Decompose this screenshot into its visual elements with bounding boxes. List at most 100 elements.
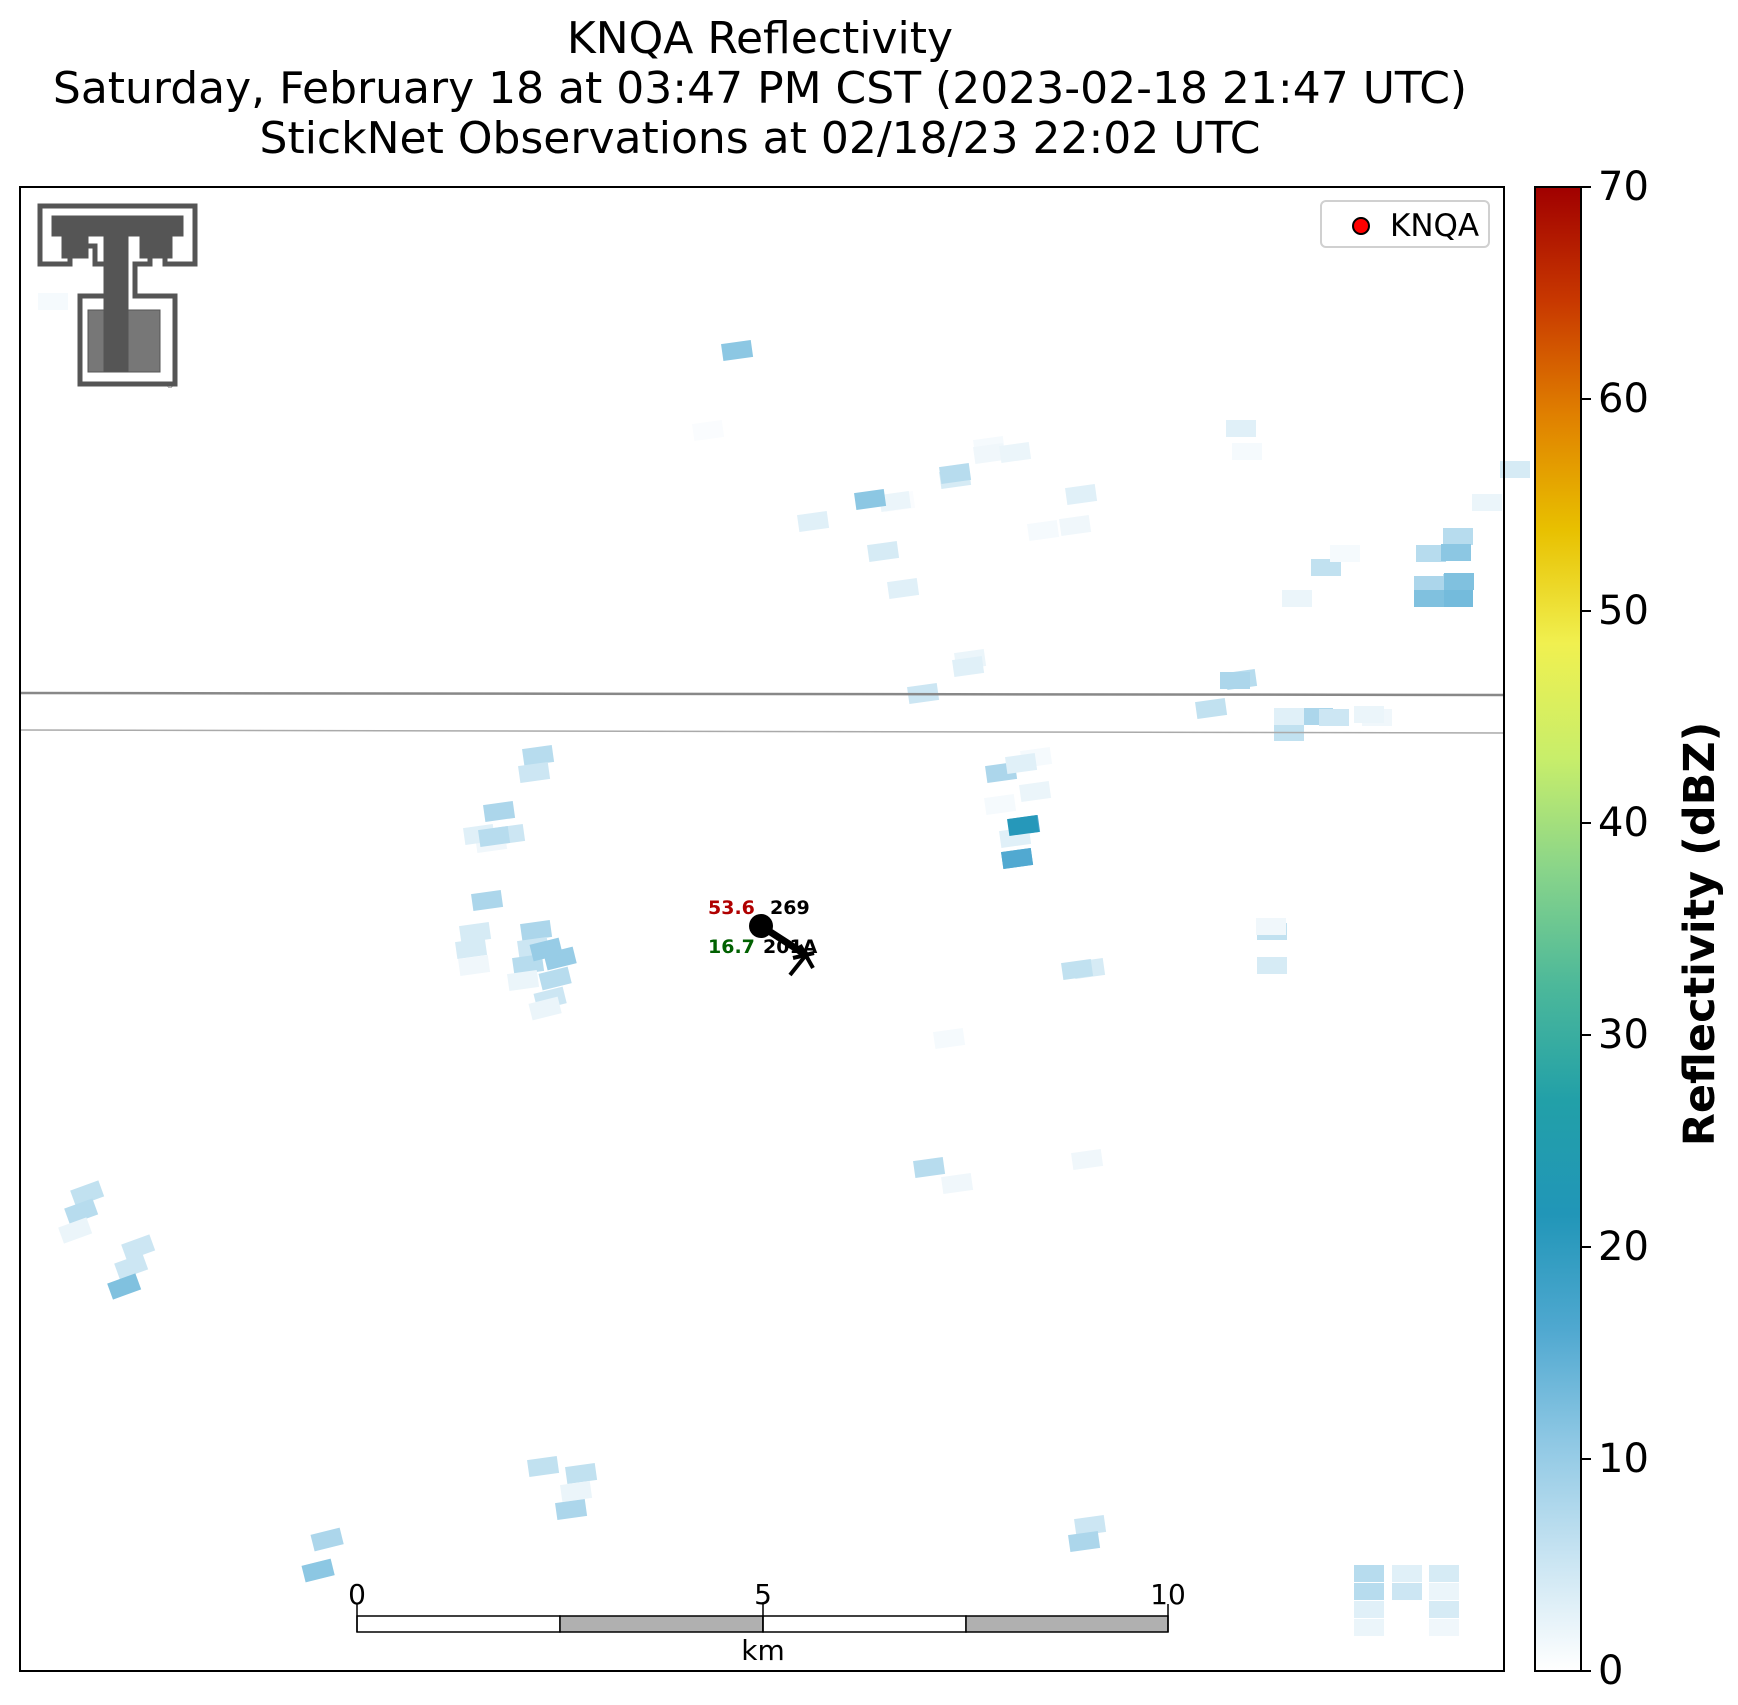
- sticknet-station: [749, 914, 815, 977]
- colorbar-tick-label: 30: [1598, 1012, 1649, 1058]
- reflectivity-gate: [528, 996, 562, 1021]
- reflectivity-gate: [854, 488, 887, 511]
- reflectivity-gate: [1007, 814, 1040, 837]
- reflectivity-gate: [692, 419, 725, 442]
- reflectivity-gate: [1005, 752, 1038, 775]
- map-frame: [19, 186, 1505, 1672]
- texas-tech-logo: ®: [37, 203, 198, 390]
- legend: KNQA: [1320, 200, 1490, 248]
- colorbar-tick-label: 20: [1598, 1224, 1649, 1270]
- reflectivity-gate: [58, 1217, 93, 1244]
- reflectivity-gate: [1220, 672, 1250, 689]
- scalebar-tick-5: 5: [754, 1578, 772, 1611]
- reflectivity-gate: [1354, 706, 1384, 723]
- reflectivity-gate: [1392, 1583, 1422, 1600]
- reflectivity-gate: [1001, 847, 1034, 870]
- reflectivity-gate: [518, 761, 551, 784]
- obs-station-id: 201A: [763, 936, 818, 958]
- road-line: [19, 729, 1505, 734]
- reflectivity-gate: [1429, 1619, 1459, 1636]
- reflectivity-gate: [1392, 1565, 1422, 1582]
- reflectivity-gate: [1311, 559, 1341, 576]
- reflectivity-gate: [1354, 1565, 1384, 1582]
- reflectivity-gate: [867, 540, 900, 563]
- reflectivity-gate: [1441, 544, 1471, 561]
- reflectivity-gate: [458, 954, 491, 977]
- reflectivity-gate: [1071, 1148, 1104, 1171]
- colorbar-tick-label: 60: [1598, 376, 1649, 422]
- colorbar-tick-label: 10: [1598, 1436, 1649, 1482]
- colorbar: [1534, 186, 1582, 1672]
- reflectivity-gate: [478, 825, 511, 848]
- reflectivity-gate: [887, 577, 920, 600]
- reflectivity-gate: [520, 919, 553, 942]
- reflectivity-gate: [1443, 590, 1473, 607]
- reflectivity-gate: [121, 1234, 156, 1261]
- reflectivity-gate: [555, 1498, 588, 1521]
- reflectivity-gate: [483, 800, 516, 823]
- knqa-marker-icon: [1352, 217, 1370, 235]
- reflectivity-gate: [114, 1253, 149, 1280]
- reflectivity-layer: [38, 293, 1530, 1636]
- reflectivity-gate: [1019, 780, 1052, 803]
- reflectivity-gate: [1065, 483, 1098, 506]
- reflectivity-gate: [999, 441, 1032, 464]
- reflectivity-gate: [952, 655, 985, 678]
- legend-label: KNQA: [1390, 208, 1480, 244]
- reflectivity-gate: [1500, 461, 1530, 478]
- county-border: [19, 691, 1505, 697]
- svg-text:®: ®: [166, 381, 174, 390]
- reflectivity-gate: [1444, 573, 1474, 590]
- reflectivity-gate: [1074, 1514, 1107, 1537]
- reflectivity-gate: [1059, 514, 1092, 537]
- reflectivity-gate: [933, 1027, 966, 1050]
- reflectivity-gate: [459, 921, 492, 944]
- reflectivity-gate: [913, 1156, 946, 1179]
- scalebar-tick-0: 0: [348, 1578, 366, 1611]
- reflectivity-gate: [1027, 519, 1060, 542]
- scale-bar: [356, 1604, 1169, 1633]
- reflectivity-gate: [529, 937, 563, 962]
- scalebar-tick-10: 10: [1150, 1578, 1186, 1611]
- reflectivity-gate: [565, 1462, 598, 1485]
- reflectivity-gate: [38, 293, 68, 310]
- reflectivity-gate: [1232, 443, 1262, 460]
- reflectivity-gate: [507, 969, 540, 992]
- reflectivity-gate: [1472, 494, 1502, 511]
- reflectivity-gate: [1274, 708, 1304, 725]
- reflectivity-gate: [1429, 1565, 1459, 1582]
- reflectivity-gate: [973, 442, 1006, 465]
- reflectivity-gate: [70, 1180, 105, 1207]
- colorbar-tick-label: 70: [1598, 164, 1649, 210]
- obs-temperature: 53.6: [708, 897, 755, 919]
- reflectivity-gate: [721, 339, 754, 362]
- reflectivity-gate: [879, 490, 912, 513]
- wind-barb-flag: [792, 951, 815, 960]
- reflectivity-gate: [310, 1527, 344, 1552]
- reflectivity-gate: [941, 1172, 974, 1195]
- title-line-1: KNQA Reflectivity: [566, 13, 954, 64]
- reflectivity-gate: [1416, 545, 1446, 562]
- reflectivity-gate: [1443, 528, 1473, 545]
- reflectivity-gate: [1257, 957, 1287, 974]
- reflectivity-gate: [1354, 1619, 1384, 1636]
- reflectivity-gate: [1429, 1601, 1459, 1618]
- obs-wind-direction: 269: [770, 897, 810, 919]
- colorbar-tick-label: 0: [1598, 1648, 1624, 1694]
- reflectivity-gate: [797, 510, 830, 533]
- reflectivity-gate: [64, 1198, 99, 1225]
- reflectivity-gate: [1282, 590, 1312, 607]
- reflectivity-gate: [1414, 576, 1444, 593]
- reflectivity-gate: [1256, 918, 1286, 935]
- colorbar-title: Reflectivity (dBZ): [1675, 721, 1725, 1147]
- reflectivity-gate: [522, 744, 555, 767]
- scalebar-unit: km: [741, 1634, 785, 1667]
- reflectivity-gate: [1429, 1583, 1459, 1600]
- title-line-2: Saturday, February 18 at 03:47 PM CST (2…: [52, 63, 1468, 114]
- reflectivity-gate: [939, 462, 972, 485]
- reflectivity-gate: [471, 889, 504, 912]
- reflectivity-gate: [560, 1480, 593, 1503]
- reflectivity-gate: [107, 1273, 142, 1300]
- reflectivity-gate: [527, 1455, 560, 1478]
- reflectivity-gate: [538, 966, 572, 991]
